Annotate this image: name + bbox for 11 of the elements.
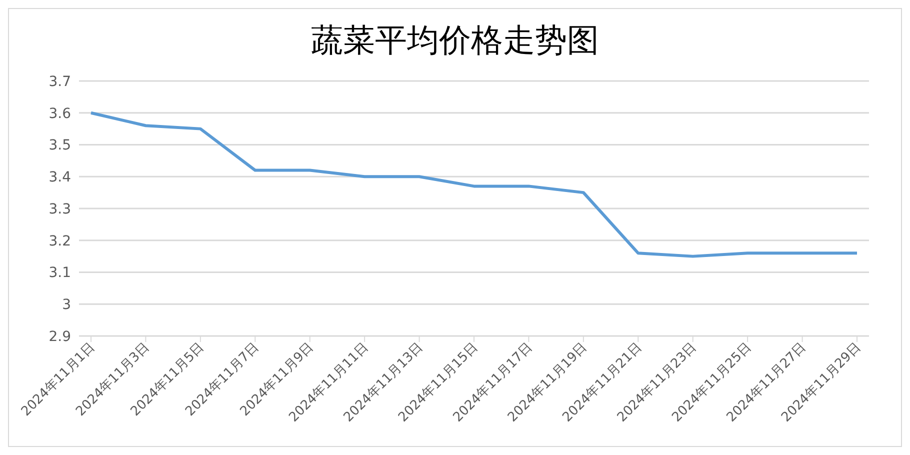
y-tick-label: 3.2 — [48, 233, 71, 250]
y-tick-label: 3 — [62, 297, 71, 314]
y-tick-label: 3.1 — [48, 265, 71, 282]
y-tick-label: 3.5 — [48, 138, 71, 154]
y-tick-label: 2.9 — [48, 328, 71, 345]
chart-title: 蔬菜平均价格走势图 — [310, 20, 600, 61]
y-tick-label: 3.6 — [48, 106, 72, 122]
y-tick-label: 3.7 — [48, 74, 71, 90]
y-tick-label: 3.3 — [48, 201, 71, 218]
y-tick-label: 3.4 — [48, 170, 72, 186]
line-series — [90, 111, 858, 258]
